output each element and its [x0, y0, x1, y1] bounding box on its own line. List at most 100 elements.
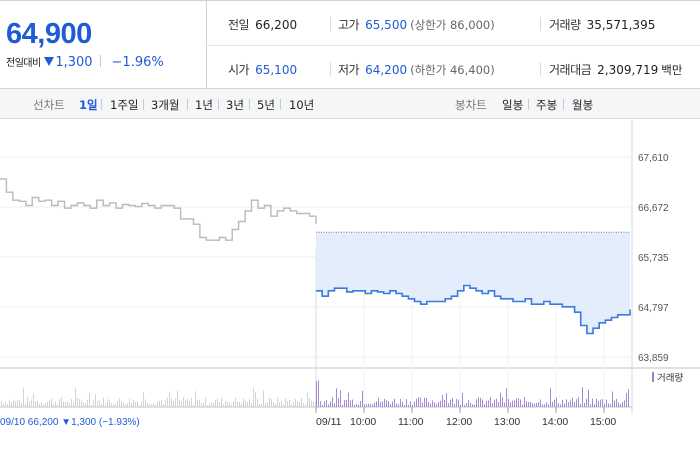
period-5y[interactable]: 5년	[257, 98, 275, 112]
volume-bar	[380, 402, 381, 407]
volume-bar	[243, 398, 244, 407]
volume-bar	[538, 402, 539, 407]
volume-bar	[275, 403, 276, 407]
volume-bar	[225, 401, 226, 407]
volume-bar	[75, 388, 76, 407]
volume-bar	[211, 403, 212, 407]
volume-bar	[19, 400, 20, 407]
volume-bar	[139, 404, 140, 407]
volume-bar	[229, 402, 230, 407]
volume-bar	[406, 399, 407, 407]
volume-bar	[49, 400, 50, 407]
period-3m[interactable]: 3개월	[151, 98, 180, 112]
volume-bar	[39, 403, 40, 407]
volume-bar	[111, 403, 112, 407]
volume-bar	[283, 404, 284, 407]
volume-bar	[408, 404, 409, 407]
period-1d[interactable]: 1일	[79, 98, 98, 112]
volume-bar	[209, 403, 210, 407]
today-price-line	[316, 284, 631, 335]
volume-bar	[189, 400, 190, 407]
volume-bar	[193, 404, 194, 407]
volume-bar	[107, 399, 108, 407]
volume-bar	[155, 404, 156, 407]
y-tick-label: 63,859	[638, 353, 669, 364]
volume-bar	[135, 401, 136, 407]
volume-bar	[596, 398, 597, 407]
volume-bar	[570, 400, 571, 407]
volume-bar	[590, 404, 591, 407]
volume-bar	[608, 403, 609, 407]
period-3y[interactable]: 3년	[226, 98, 244, 112]
volume-bar	[171, 397, 172, 407]
volume-bar	[404, 404, 405, 407]
volume-bar	[532, 403, 533, 407]
volume-bar	[77, 397, 78, 407]
volume-bar	[354, 404, 355, 407]
volume-bar	[488, 400, 489, 407]
volume-bar	[267, 402, 268, 407]
volume-bar	[31, 399, 32, 407]
x-tick-label: 11:00	[398, 416, 424, 428]
volume-bar	[123, 402, 124, 407]
volume-bar	[25, 404, 26, 407]
volume-bar	[309, 398, 310, 407]
volume-bar	[414, 401, 415, 407]
volume-bar	[99, 400, 100, 407]
volume-bar	[87, 399, 88, 407]
volume-bar	[330, 401, 331, 407]
volume-bar	[173, 401, 174, 407]
volume-bar	[73, 402, 74, 407]
volume-bar	[348, 392, 349, 407]
volume-bar	[470, 402, 471, 407]
period-10y[interactable]: 10년	[289, 98, 315, 112]
x-tick-label: 12:00	[446, 416, 472, 428]
change-row: 전일대비 1,300 −1.96%	[6, 54, 164, 70]
candle-daily[interactable]: 일봉	[502, 98, 524, 112]
candle-monthly[interactable]: 월봉	[572, 98, 594, 112]
volume-bar	[115, 404, 116, 407]
volume-bar	[494, 399, 495, 407]
volume-bar	[51, 398, 52, 407]
change-percent: −1.96%	[111, 55, 164, 70]
candle-weekly[interactable]: 주봉	[536, 98, 558, 112]
volume-bar	[378, 397, 379, 407]
volume-bar	[422, 402, 423, 407]
candle-chart-label: 봉차트	[455, 98, 487, 112]
volume-bar	[562, 399, 563, 407]
volume-bar	[23, 387, 24, 407]
volume-bar	[616, 398, 617, 407]
volume-bar	[362, 390, 363, 407]
period-1w[interactable]: 1주일	[110, 98, 139, 112]
period-1y[interactable]: 1년	[195, 98, 213, 112]
volume-bar	[520, 399, 521, 407]
volume-bar	[564, 403, 565, 407]
volume-bar	[57, 404, 58, 407]
volume-bar	[434, 402, 435, 407]
volume-bar	[324, 401, 325, 407]
volume-bar	[466, 403, 467, 407]
volume-bar	[3, 404, 4, 407]
volume-bar	[326, 400, 327, 407]
chart-toolbar: 선차트 1일 1주일 3개월 1년 3년 5년 10년 봉차트 일봉 주봉 월봉	[0, 89, 700, 119]
volume-bar	[432, 400, 433, 407]
y-tick-label: 64,797	[638, 303, 669, 314]
volume-bar	[398, 404, 399, 407]
volume-bar	[442, 394, 443, 407]
volume-bar	[53, 403, 54, 407]
volume-bar	[424, 397, 425, 407]
volume-bar	[137, 401, 138, 407]
volume-bar	[237, 401, 238, 407]
volume-bar	[103, 397, 104, 407]
volume-bar	[121, 401, 122, 407]
volume-bar	[125, 404, 126, 407]
volume-bar	[474, 404, 475, 407]
volume-bar	[71, 399, 72, 407]
volume-bar	[572, 397, 573, 407]
volume-bar	[177, 390, 178, 407]
volume-bar	[586, 398, 587, 407]
volume-bar	[412, 404, 413, 407]
volume-bar	[502, 397, 503, 407]
volume-bar	[233, 401, 234, 407]
volume-bar	[261, 403, 262, 407]
